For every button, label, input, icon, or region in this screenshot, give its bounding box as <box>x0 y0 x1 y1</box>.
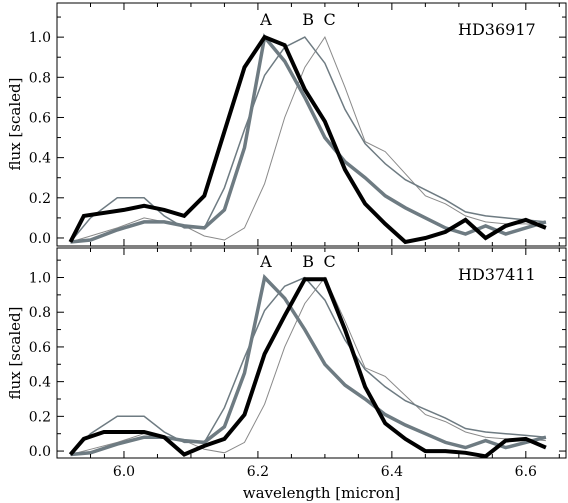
series-group <box>68 33 547 245</box>
series-line-2 <box>70 273 547 457</box>
feature-label-a: A <box>259 252 272 271</box>
y-tick-label: 1.0 <box>29 271 51 287</box>
series-line-0 <box>70 276 546 455</box>
star-name: HD36917 <box>458 20 536 39</box>
y-tick-label: 0.2 <box>29 191 51 207</box>
y-tick-label: 0.4 <box>29 375 51 391</box>
y-axis-label: flux [scaled] <box>6 78 24 171</box>
series-line-2 <box>70 33 547 244</box>
y-tick-label: 0.4 <box>29 151 51 167</box>
x-tick-label: 6.0 <box>113 464 135 480</box>
y-axis-label: flux [scaled] <box>6 307 24 400</box>
x-tick-label: 6.6 <box>515 464 537 480</box>
feature-label-c: C <box>323 10 335 29</box>
y-tick-label: 0.6 <box>29 110 51 126</box>
x-tick-label: 6.4 <box>381 464 403 480</box>
y-tick-label: 0.2 <box>29 409 51 425</box>
y-tick-label: 0.0 <box>29 444 51 460</box>
series-line-0 <box>70 36 546 243</box>
series-line-1 <box>69 276 546 456</box>
series-group <box>68 273 547 458</box>
star-name: HD37411 <box>458 265 536 284</box>
panel-top: 0.0 0.2 0.4 0.6 0.8 1.0 flux [scaled] A B C HD3691… <box>6 2 567 247</box>
x-tick-label: 6.2 <box>247 464 269 480</box>
feature-label-a: A <box>259 10 272 29</box>
plot-frame <box>56 2 567 247</box>
y-tick-label: 0.6 <box>29 340 51 356</box>
y-tick-label: 0.8 <box>29 70 51 86</box>
feature-label-c: C <box>323 252 335 271</box>
series-line-1 <box>69 36 546 243</box>
feature-label-b: B <box>302 252 314 271</box>
plot-frame <box>56 247 567 459</box>
panel-bottom: 6.0 6.2 6.4 6.6 0.0 0.2 0.4 0.6 0.8 1.0 flux [scal… <box>6 247 567 502</box>
y-tick-label: 1.0 <box>29 30 51 46</box>
y-tick-label: 0.8 <box>29 305 51 321</box>
x-axis-label: wavelength [micron] <box>243 484 401 502</box>
y-tick-label: 0.0 <box>29 231 51 247</box>
series-line-3 <box>68 34 547 245</box>
series-line-3 <box>68 277 547 458</box>
feature-label-b: B <box>302 10 314 29</box>
